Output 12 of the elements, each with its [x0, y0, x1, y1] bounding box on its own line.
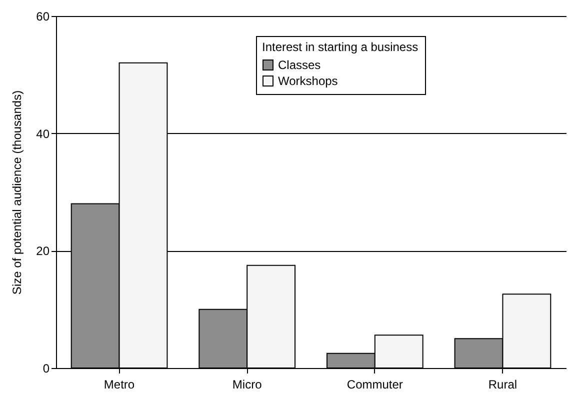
- x-tick-label: Micro: [232, 378, 262, 392]
- y-axis-title: Size of potential audience (thousands): [10, 90, 24, 295]
- legend-title: Interest in starting a business: [262, 40, 418, 54]
- x-tick-label: Metro: [104, 378, 135, 392]
- legend-label: Classes: [278, 58, 321, 72]
- y-tick-label: 40: [36, 126, 50, 141]
- y-tick-label: 60: [36, 10, 50, 24]
- y-tick-label: 0: [42, 362, 50, 376]
- x-tick-label: Commuter: [346, 378, 403, 392]
- x-tick-label: Rural: [488, 378, 518, 392]
- y-tick-label: 20: [36, 244, 50, 258]
- legend-label: Workshops: [278, 74, 338, 88]
